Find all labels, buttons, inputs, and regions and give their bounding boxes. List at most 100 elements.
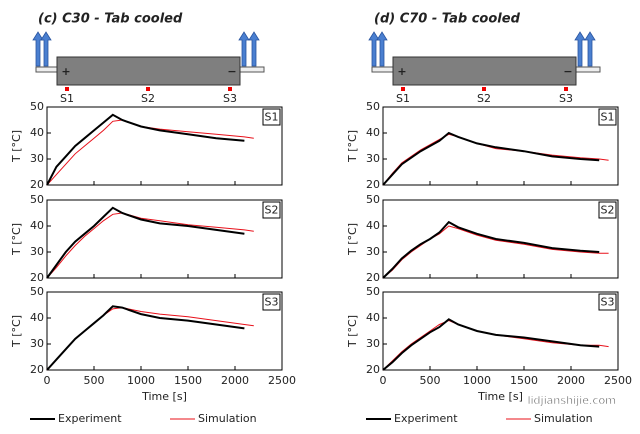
x-tick-label: 1500 [174, 374, 202, 387]
series-line [382, 133, 609, 186]
sensor [401, 87, 405, 91]
y-tick-label: 40 [366, 126, 380, 139]
panel-label-box [262, 293, 281, 311]
y-tick-label: 20 [30, 178, 44, 191]
panel-label-box [598, 108, 617, 126]
panel-label-box [598, 293, 617, 311]
x-tick-label: 2000 [557, 374, 585, 387]
y-axis-label: T [°C] [346, 223, 359, 256]
panel-label: S2 [265, 204, 279, 217]
panel-label: S3 [601, 296, 615, 309]
sensor [482, 87, 486, 91]
panel-label-box [262, 108, 281, 126]
x-axis-label: Time [s] [477, 390, 523, 403]
y-tick-label: 40 [30, 219, 44, 232]
y-tick-label: 30 [30, 152, 44, 165]
y-tick-label: 50 [366, 285, 380, 298]
x-tick-label: 0 [380, 374, 387, 387]
arrow [368, 31, 380, 67]
x-tick-label: 2500 [268, 374, 296, 387]
arrow [574, 31, 586, 67]
sensor [65, 87, 69, 91]
y-tick-label: 40 [30, 311, 44, 324]
cell [392, 56, 577, 86]
plus-terminal: + [61, 65, 70, 78]
y-tick-label: 50 [30, 285, 44, 298]
plot-frame [46, 199, 283, 279]
y-tick-label: 50 [366, 193, 380, 206]
arrow [584, 31, 596, 67]
arrow [40, 31, 52, 67]
x-tick-label: 1000 [127, 374, 155, 387]
minus-terminal: − [227, 65, 236, 78]
y-tick-label: 30 [30, 337, 44, 350]
x-tick-label: 1500 [510, 374, 538, 387]
y-tick-label: 30 [366, 337, 380, 350]
y-tick-label: 20 [30, 363, 44, 376]
sensor [146, 87, 150, 91]
panel-label: S1 [265, 111, 279, 124]
sensor-label: S3 [559, 92, 573, 105]
legend-label: Experiment [394, 412, 458, 425]
plot-frame [46, 291, 283, 371]
x-tick-label: 1000 [463, 374, 491, 387]
x-tick-label: 500 [420, 374, 441, 387]
x-axis-label: Time [s] [141, 390, 187, 403]
sensor [564, 87, 568, 91]
x-tick-label: 500 [84, 374, 105, 387]
y-tick-label: 30 [366, 245, 380, 258]
column-title: (d) C70 - Tab cooled [374, 12, 521, 27]
y-tick-label: 40 [366, 311, 380, 324]
plot-frame [382, 291, 619, 371]
series-line [46, 206, 245, 279]
sensor-label: S2 [141, 92, 155, 105]
y-axis-label: T [°C] [346, 315, 359, 348]
cell [56, 56, 241, 86]
series-line [46, 305, 245, 371]
y-tick-label: 40 [366, 219, 380, 232]
arrow [376, 31, 388, 67]
y-tick-label: 30 [30, 245, 44, 258]
y-tick-label: 30 [366, 152, 380, 165]
plot-frame [46, 106, 283, 186]
y-tick-label: 50 [366, 100, 380, 113]
column-title: (c) C30 - Tab cooled [38, 12, 183, 27]
series-line [46, 119, 254, 186]
minus-terminal: − [563, 65, 572, 78]
watermark: lidjianshijie.com [527, 394, 616, 407]
series-line [382, 318, 600, 371]
sensor-label: S2 [477, 92, 491, 105]
sensor-label: S1 [396, 92, 410, 105]
sensor-label: S1 [60, 92, 74, 105]
y-axis-label: T [°C] [10, 130, 23, 163]
y-axis-label: T [°C] [10, 223, 23, 256]
panel-label: S3 [265, 296, 279, 309]
y-tick-label: 20 [30, 271, 44, 284]
x-tick-label: 2500 [604, 374, 632, 387]
series-line [382, 225, 609, 279]
y-axis-label: T [°C] [346, 130, 359, 163]
x-tick-label: 2000 [221, 374, 249, 387]
y-tick-label: 20 [366, 363, 380, 376]
plot-frame [382, 199, 619, 279]
series-line [382, 131, 600, 186]
x-tick-label: 0 [44, 374, 51, 387]
panel-label-box [262, 201, 281, 219]
series-line [46, 212, 254, 279]
y-tick-label: 20 [366, 271, 380, 284]
sensor [228, 87, 232, 91]
legend-label: Experiment [58, 412, 122, 425]
panel-label-box [598, 201, 617, 219]
y-axis-label: T [°C] [10, 315, 23, 348]
y-tick-label: 40 [30, 126, 44, 139]
y-tick-label: 20 [366, 178, 380, 191]
panel-label: S1 [601, 111, 615, 124]
arrow [238, 31, 250, 67]
series-line [382, 220, 600, 279]
legend-label: Simulation [198, 412, 257, 425]
plot-frame [382, 106, 619, 186]
panel-label: S2 [601, 204, 615, 217]
sensor-label: S3 [223, 92, 237, 105]
series-line [46, 113, 245, 186]
